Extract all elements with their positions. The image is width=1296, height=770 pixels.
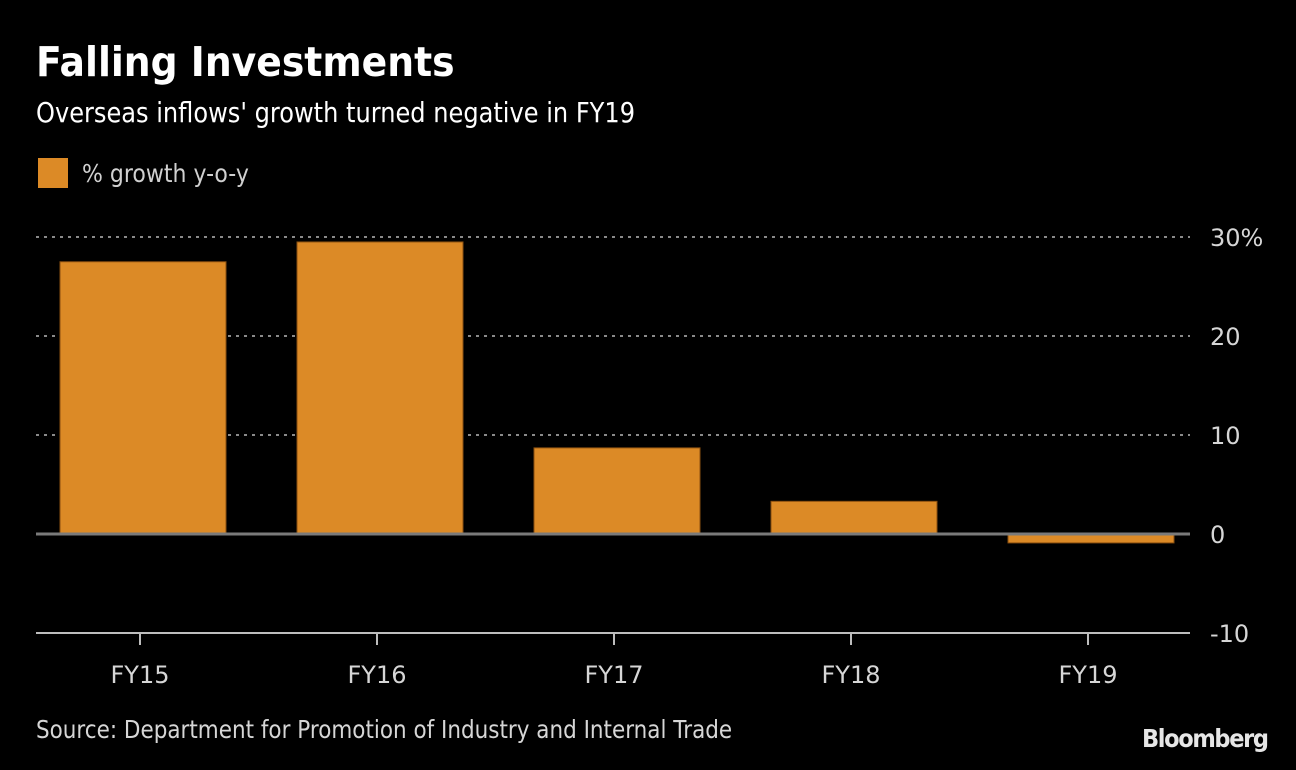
y-tick-label: 30% — [1210, 224, 1263, 252]
x-tick-label: FY15 — [110, 661, 169, 689]
bar-fy17 — [533, 447, 701, 535]
x-tick-label: FY18 — [821, 661, 880, 689]
chart-subtitle: Overseas inflows' growth turned negative… — [36, 96, 636, 129]
bar-fy16 — [296, 241, 464, 535]
legend-label: % growth y-o-y — [82, 158, 249, 188]
legend: % growth y-o-y — [38, 158, 272, 188]
source-note: Source: Department for Promotion of Indu… — [36, 715, 733, 744]
bar-fy18 — [770, 500, 938, 535]
gridlines — [36, 236, 1190, 436]
x-tick-label: FY16 — [347, 661, 406, 689]
y-tick-label: -10 — [1210, 620, 1249, 648]
bars — [59, 241, 1175, 544]
y-tick-label: 0 — [1210, 521, 1225, 549]
y-tick-label: 10 — [1210, 422, 1241, 450]
y-tick-label: 20 — [1210, 323, 1241, 351]
brand-logo: Bloomberg — [1142, 724, 1269, 753]
chart-title: Falling Investments — [36, 38, 455, 86]
x-tick-label: FY19 — [1058, 661, 1117, 689]
legend-swatch — [38, 158, 68, 188]
x-tick-label: FY17 — [584, 661, 643, 689]
tick-labels: 30% 20 10 0 -10 FY15 FY16 FY17 FY18 FY19 — [110, 224, 1263, 689]
axes — [36, 532, 1190, 645]
bar-fy15 — [59, 261, 227, 535]
